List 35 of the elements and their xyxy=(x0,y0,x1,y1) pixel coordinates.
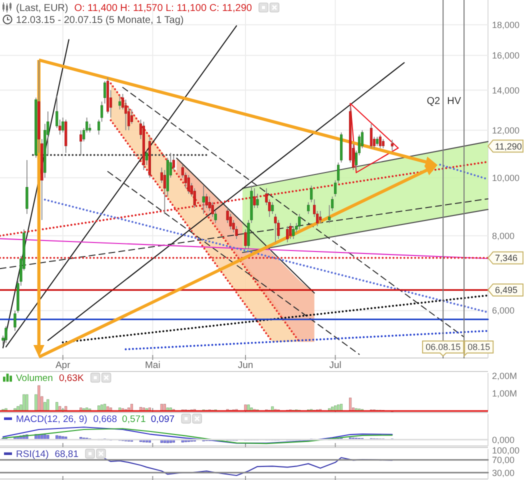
annotation: 06.08.15 xyxy=(426,342,461,352)
text: 0,668 xyxy=(93,414,118,425)
y-tick-label: 1,00M xyxy=(492,388,518,398)
y-tick-label: 10,000 xyxy=(492,172,520,183)
chart-title: MACD(12, 26, 9) xyxy=(16,414,88,425)
annotation: 08.15 xyxy=(468,342,490,352)
annotation: 0,63K xyxy=(58,373,84,384)
y-tick-label: 16,000 xyxy=(492,50,520,61)
ref-line-label: 6,495 xyxy=(495,285,518,296)
y-tick-label: 30,00 xyxy=(492,468,515,478)
text: 12.03.15 - 20.07.15 (5 Monate, 1 Tag) xyxy=(16,15,184,26)
chart-title: Volumen xyxy=(16,373,53,384)
y-tick-label: 2,00M xyxy=(492,370,518,381)
ref-line-label: Q2 xyxy=(426,96,441,107)
ref-line-label: 0,000 xyxy=(492,434,515,445)
y-tick-label: 18,000 xyxy=(492,20,520,30)
ref-line-label: 7,346 xyxy=(495,253,518,264)
y-tick-label: 100,00 xyxy=(492,445,520,456)
y-tick-label: 14,000 xyxy=(492,85,520,96)
text: 11,290 xyxy=(495,141,522,152)
y-tick-label: 70,00 xyxy=(492,455,515,465)
x-tick-label: Apr xyxy=(55,360,70,371)
text: 0,571 xyxy=(122,414,146,425)
y-tick-label: 6,000 xyxy=(492,306,515,316)
x-tick-label: Jul xyxy=(329,360,342,371)
chart-title: (Last, EUR) xyxy=(16,3,68,14)
text: 0,097 xyxy=(150,414,175,425)
x-tick-label: Jun xyxy=(238,360,254,371)
chart-title: RSI(14) xyxy=(16,449,49,460)
annotation: 68,81 xyxy=(54,449,79,460)
y-tick-label: 12,000 xyxy=(492,125,520,136)
ref-line-label: HV xyxy=(447,96,462,107)
x-tick-label: Mai xyxy=(145,360,160,371)
y-tick-label: 8,000 xyxy=(492,230,515,241)
annotation: O: 11,400 H: 11,570 L: 11,100 C: 11,290 xyxy=(74,3,252,14)
